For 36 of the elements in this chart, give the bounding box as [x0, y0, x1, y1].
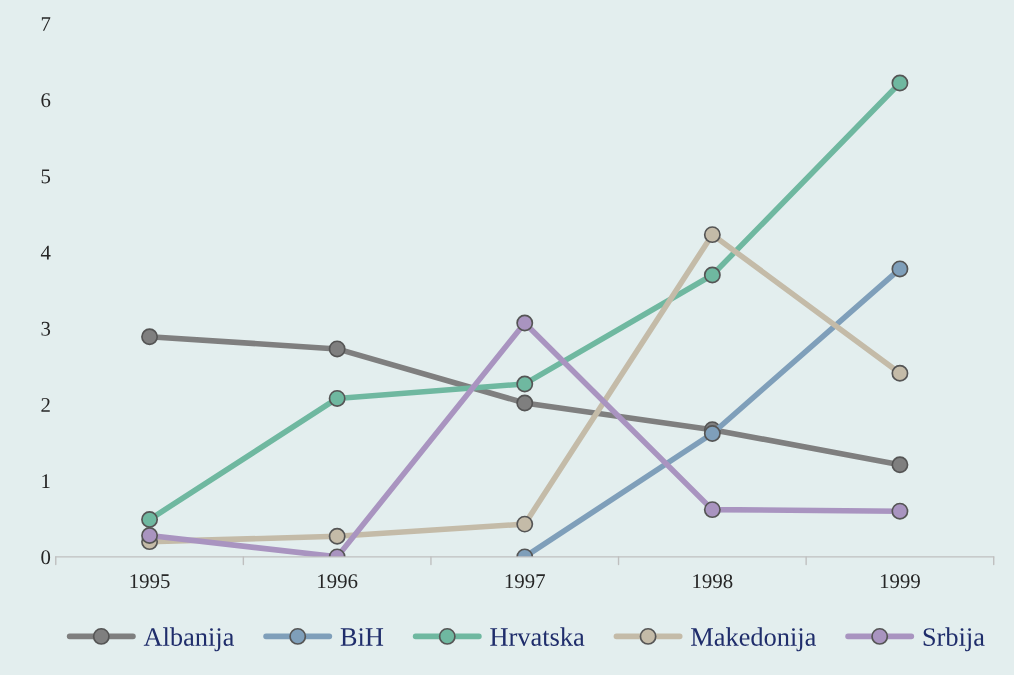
y-tick-label: 2	[41, 397, 50, 412]
point	[516, 314, 534, 332]
point	[141, 511, 159, 529]
point	[891, 364, 909, 382]
x-tick-label: 1995	[130, 574, 170, 589]
point	[516, 515, 534, 533]
legend-label: BiH	[340, 628, 384, 646]
y-tick-label: 1	[42, 474, 50, 488]
point	[891, 456, 909, 474]
point	[703, 226, 721, 244]
y-tick-label: 6	[41, 93, 51, 108]
y-tick-label: 7	[41, 17, 51, 31]
legend-label: Makedonija	[691, 627, 816, 652]
point	[891, 260, 909, 278]
y-tick-label: 5	[41, 169, 51, 184]
x-tick-label: 1996	[318, 574, 358, 589]
point	[328, 527, 346, 545]
x-tick-label: 1998	[693, 574, 733, 589]
point	[141, 527, 159, 545]
y-tick-label: 0	[41, 550, 51, 565]
y-tick-label: 3	[41, 321, 51, 336]
x-tick-label: 1997	[505, 574, 545, 589]
point	[328, 340, 346, 358]
legend-label: Albanija	[143, 627, 235, 652]
point	[703, 266, 721, 284]
point	[891, 74, 909, 92]
point	[703, 501, 721, 519]
point	[516, 375, 534, 393]
point	[891, 502, 909, 520]
point	[328, 389, 346, 407]
x-tick-label: 1999	[880, 574, 920, 589]
legend-label: Hrvatska	[490, 627, 585, 646]
y-tick-label: 4	[40, 245, 51, 260]
point	[141, 328, 159, 346]
point	[516, 394, 534, 412]
legend-label: Srbija	[923, 627, 985, 652]
